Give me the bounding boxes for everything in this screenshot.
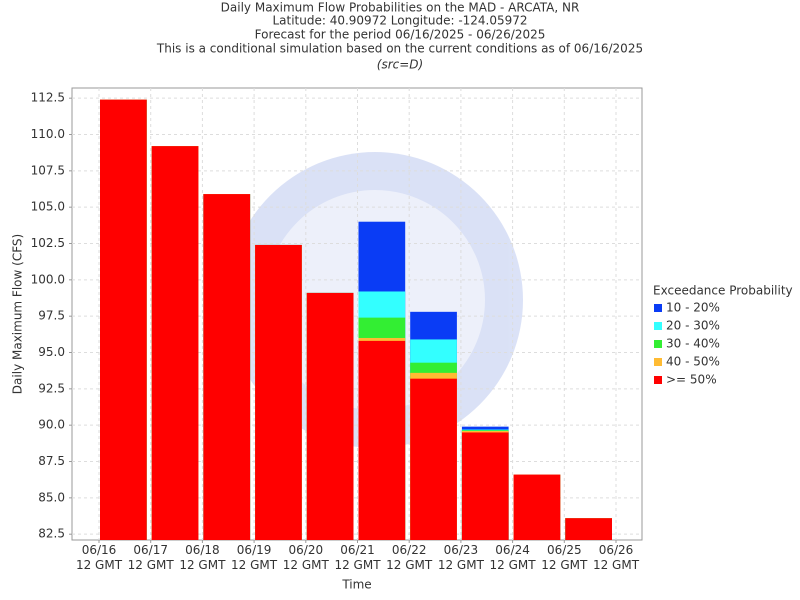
bar: [565, 518, 612, 540]
x-tick-label: 06/16 12 GMT: [75, 543, 123, 572]
y-tick-label: 97.5: [38, 309, 65, 323]
x-tick-label: 06/20 12 GMT: [282, 543, 329, 572]
legend-label: 10 - 20%: [666, 301, 720, 315]
legend-label: >= 50%: [666, 373, 717, 387]
legend-label: 40 - 50%: [666, 355, 720, 369]
bar: [410, 378, 457, 540]
subtitle: Latitude: 40.90972 Longitude: -124.05972: [272, 14, 527, 28]
subtitle: This is a conditional simulation based o…: [156, 42, 643, 56]
legend-swatch: [654, 340, 662, 348]
y-tick-label: 107.5: [31, 163, 65, 177]
x-tick-label: 06/25 12 GMT: [541, 543, 588, 572]
y-tick-label: 85.0: [38, 490, 65, 504]
y-tick-label: 100.0: [31, 272, 65, 286]
bar: [513, 474, 561, 540]
legend-swatch: [654, 376, 662, 384]
y-tick-label: 110.0: [31, 127, 65, 141]
x-tick-label: 06/24 12 GMT: [489, 543, 536, 572]
bar: [358, 340, 406, 540]
bar: [461, 432, 509, 540]
bar: [203, 194, 251, 540]
x-tick-label: 06/21 12 GMT: [334, 543, 381, 572]
x-tick-label: 06/22 12 GMT: [386, 543, 433, 572]
bar: [306, 292, 354, 540]
bar: [255, 244, 302, 540]
y-tick-label: 92.5: [38, 381, 65, 395]
x-tick-label: 06/18 12 GMT: [179, 543, 226, 572]
y-axis-label: Daily Maximum Flow (CFS): [11, 234, 25, 394]
legend-label: 30 - 40%: [666, 337, 720, 351]
y-tick-label: 102.5: [31, 236, 65, 250]
legend-swatch: [654, 304, 662, 312]
x-tick-label: 06/26 12 GMT: [592, 543, 640, 572]
y-tick-label: 105.0: [31, 200, 65, 214]
bar: [151, 146, 199, 540]
legend-title: Exceedance Probability: [653, 284, 793, 298]
subtitle: Forecast for the period 06/16/2025 - 06/…: [255, 28, 546, 42]
x-tick-label: 06/19 12 GMT: [231, 543, 278, 572]
y-tick-label: 87.5: [38, 454, 65, 468]
x-axis-label: Time: [341, 578, 371, 592]
chart-title: Daily Maximum Flow Probabilities on the …: [221, 1, 580, 15]
y-tick-label: 112.5: [31, 91, 65, 105]
legend-label: 20 - 30%: [666, 319, 720, 333]
legend-swatch: [654, 358, 662, 366]
source: (src=D): [377, 58, 423, 72]
y-tick-label: 90.0: [38, 418, 65, 432]
bar: [100, 99, 147, 540]
y-tick-label: 95.0: [38, 345, 65, 359]
x-tick-label: 06/23 12 GMT: [437, 543, 484, 572]
legend-swatch: [654, 322, 662, 330]
x-tick-label: 06/17 12 GMT: [127, 543, 174, 572]
y-tick-label: 82.5: [38, 527, 65, 541]
